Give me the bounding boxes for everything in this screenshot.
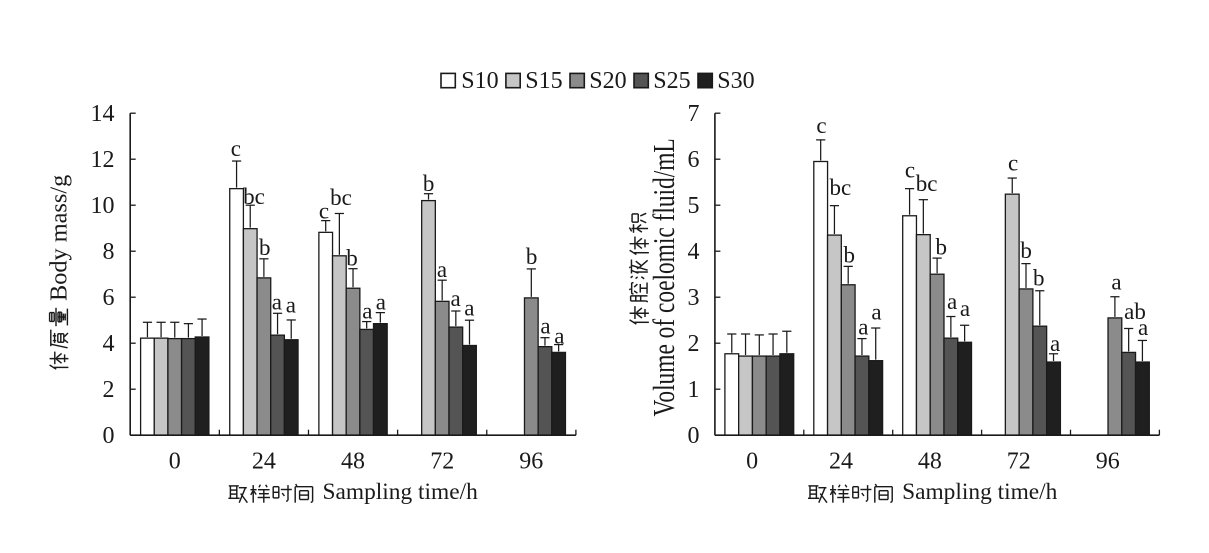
svg-text:3: 3 bbox=[688, 285, 700, 311]
svg-text:c: c bbox=[816, 113, 826, 138]
svg-text:b: b bbox=[936, 234, 948, 259]
svg-text:bc: bc bbox=[243, 184, 265, 209]
svg-text:Sampling time/h: Sampling time/h bbox=[323, 479, 479, 505]
svg-text:a: a bbox=[286, 293, 296, 318]
svg-text:Volume of coelomic fluid/mL: Volume of coelomic fluid/mL bbox=[646, 138, 681, 416]
svg-text:24: 24 bbox=[252, 449, 276, 475]
svg-text:b: b bbox=[346, 245, 358, 270]
svg-text:6: 6 bbox=[103, 285, 115, 311]
svg-text:b: b bbox=[843, 242, 855, 267]
svg-text:a: a bbox=[540, 314, 550, 339]
svg-text:bc: bc bbox=[330, 185, 352, 210]
svg-text:a: a bbox=[464, 296, 474, 321]
svg-text:7: 7 bbox=[688, 101, 700, 127]
svg-text:a: a bbox=[376, 289, 386, 314]
svg-text:c: c bbox=[1008, 151, 1018, 176]
svg-text:5: 5 bbox=[688, 193, 700, 219]
svg-text:a: a bbox=[1111, 270, 1121, 295]
svg-text:12: 12 bbox=[91, 147, 115, 173]
svg-text:S20: S20 bbox=[589, 68, 626, 94]
svg-text:14: 14 bbox=[91, 101, 115, 127]
svg-text:72: 72 bbox=[430, 449, 454, 475]
svg-text:S15: S15 bbox=[525, 68, 562, 94]
svg-text:96: 96 bbox=[519, 449, 543, 475]
svg-text:c: c bbox=[319, 198, 329, 223]
svg-text:8: 8 bbox=[103, 239, 115, 265]
svg-text:1: 1 bbox=[688, 377, 700, 403]
svg-text:b: b bbox=[1020, 238, 1032, 263]
svg-text:S10: S10 bbox=[461, 68, 498, 94]
svg-text:4: 4 bbox=[688, 239, 700, 265]
svg-text:a: a bbox=[960, 296, 970, 321]
svg-text:48: 48 bbox=[918, 449, 942, 475]
svg-text:72: 72 bbox=[1007, 449, 1031, 475]
svg-text:24: 24 bbox=[829, 449, 853, 475]
svg-text:48: 48 bbox=[341, 449, 365, 475]
svg-text:a: a bbox=[858, 314, 868, 339]
svg-text:4: 4 bbox=[103, 331, 115, 357]
svg-text:S30: S30 bbox=[717, 68, 754, 94]
svg-text:2: 2 bbox=[103, 377, 115, 403]
svg-text:b: b bbox=[1033, 265, 1045, 290]
svg-text:a: a bbox=[554, 324, 564, 349]
svg-text:10: 10 bbox=[91, 193, 115, 219]
svg-text:bc: bc bbox=[916, 171, 938, 196]
svg-text:0: 0 bbox=[103, 423, 115, 449]
svg-text:96: 96 bbox=[1096, 449, 1120, 475]
svg-text:a: a bbox=[272, 290, 282, 315]
svg-text:bc: bc bbox=[830, 175, 852, 200]
svg-text:6: 6 bbox=[688, 147, 700, 173]
svg-text:c: c bbox=[905, 157, 915, 182]
svg-text:a: a bbox=[450, 286, 460, 311]
svg-text:Sampling time/h: Sampling time/h bbox=[902, 479, 1058, 505]
svg-text:b: b bbox=[423, 171, 435, 196]
svg-text:0: 0 bbox=[688, 423, 700, 449]
svg-text:0: 0 bbox=[746, 449, 758, 475]
svg-text:a: a bbox=[871, 299, 881, 324]
svg-text:b: b bbox=[259, 235, 271, 260]
svg-text:2: 2 bbox=[688, 331, 700, 357]
svg-text:ab: ab bbox=[1124, 299, 1146, 324]
svg-text:a: a bbox=[437, 257, 447, 282]
svg-text:b: b bbox=[526, 244, 538, 269]
svg-text:0: 0 bbox=[169, 449, 181, 475]
svg-text:Body mass/g: Body mass/g bbox=[46, 175, 73, 301]
svg-text:c: c bbox=[231, 136, 241, 161]
svg-text:S25: S25 bbox=[653, 68, 690, 94]
svg-text:a: a bbox=[362, 298, 372, 323]
svg-text:a: a bbox=[947, 289, 957, 314]
svg-text:a: a bbox=[1138, 315, 1148, 340]
svg-text:a: a bbox=[1050, 331, 1060, 356]
